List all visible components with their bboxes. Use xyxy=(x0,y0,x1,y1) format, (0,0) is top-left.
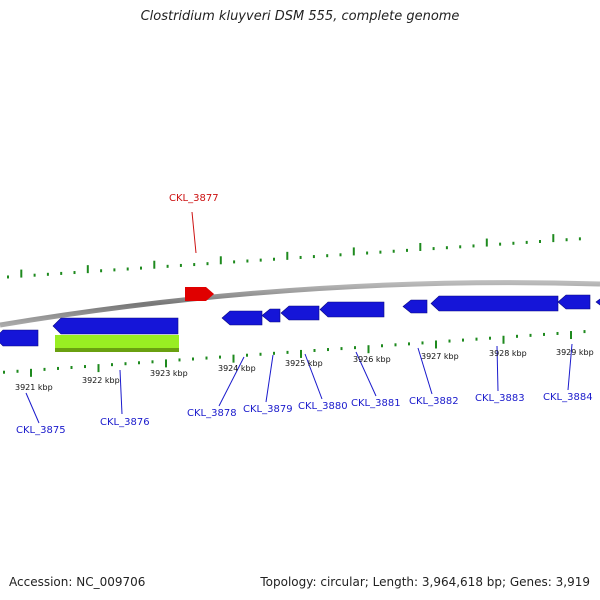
gene-label-ckl-3877[interactable]: CKL_3877 xyxy=(169,193,219,204)
gene-labels: CKL_3875 CKL_3876 CKL_3877 CKL_3878 CKL_3879… xyxy=(16,193,593,436)
reverse-tick-track xyxy=(3,330,586,377)
gene-label-ckl-3884[interactable]: CKL_3884 xyxy=(543,392,593,403)
kbp-label: 3929 kbp xyxy=(556,348,594,357)
forward-tick-track xyxy=(7,234,581,279)
leader-line xyxy=(119,369,123,415)
map-title: Clostridium kluyveri DSM 555, complete g… xyxy=(140,9,460,24)
leader-line xyxy=(25,392,40,424)
gene-label-ckl-3878[interactable]: CKL_3878 xyxy=(187,408,237,419)
label-leaders xyxy=(25,211,573,424)
gene-shape-ckl-3882 xyxy=(402,299,428,314)
gene-shape-ckl-3877 xyxy=(185,287,214,301)
leader-line xyxy=(567,343,573,391)
gene-shape-ckl-3875 xyxy=(0,329,39,347)
kbp-label: 3921 kbp xyxy=(15,383,53,392)
gene-shape-ckl-3878 xyxy=(221,310,263,326)
gene-label-ckl-3881[interactable]: CKL_3881 xyxy=(351,398,401,409)
genome-backbone xyxy=(0,280,600,328)
leader-line xyxy=(265,354,274,403)
kbp-label: 3926 kbp xyxy=(353,355,391,364)
gene-shape-ckl-3876 xyxy=(52,317,179,335)
leader-line xyxy=(417,347,433,395)
kbp-label: 3927 kbp xyxy=(421,352,459,361)
highlight-bar-edge xyxy=(55,348,179,352)
leader-line xyxy=(304,353,323,400)
genome-summary: Topology: circular; Length: 3,964,618 bp… xyxy=(260,575,590,589)
gene-shape-ckl-3883 xyxy=(430,295,559,312)
gene-shape-ckl-3880 xyxy=(280,305,320,321)
leader-line xyxy=(191,211,197,254)
kbp-label: 3922 kbp xyxy=(82,376,120,385)
gene-shape-ckl-3881 xyxy=(319,301,385,318)
gene-label-ckl-3880[interactable]: CKL_3880 xyxy=(298,401,348,412)
kbp-label: 3925 kbp xyxy=(285,359,323,368)
leader-line xyxy=(218,356,245,407)
gene-label-ckl-3882[interactable]: CKL_3882 xyxy=(409,396,459,407)
gene-label-ckl-3876[interactable]: CKL_3876 xyxy=(100,417,150,428)
gene-shapes xyxy=(0,287,600,352)
gene-shape-ckl-3879 xyxy=(261,308,281,323)
kbp-labels: 3921 kbp 3922 kbp 3923 kbp 3924 kbp 3925 kbp… xyxy=(15,348,594,392)
gene-shape-ckl-3884 xyxy=(557,294,591,310)
gene-label-ckl-3879[interactable]: CKL_3879 xyxy=(243,404,293,415)
gene-shape-ckl-3885 xyxy=(595,298,600,306)
gene-label-ckl-3883[interactable]: CKL_3883 xyxy=(475,393,525,404)
leader-line xyxy=(355,351,377,397)
leader-line xyxy=(496,345,499,392)
kbp-label: 3923 kbp xyxy=(150,369,188,378)
highlight-bar-ckl-3876 xyxy=(55,335,179,352)
kbp-label: 3924 kbp xyxy=(218,364,256,373)
kbp-label: 3928 kbp xyxy=(489,349,527,358)
gene-label-ckl-3875[interactable]: CKL_3875 xyxy=(16,425,66,436)
accession-text: Accession: NC_009706 xyxy=(9,575,146,589)
